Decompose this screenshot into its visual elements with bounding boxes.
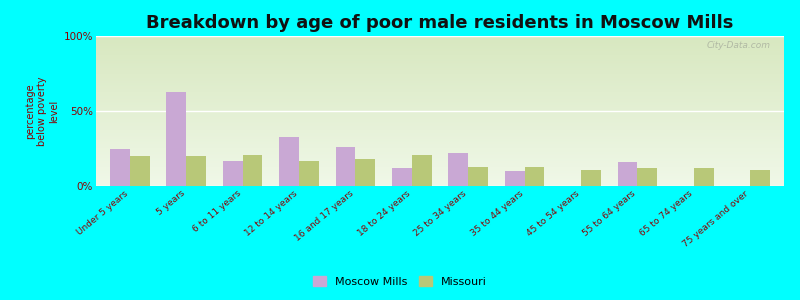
Legend: Moscow Mills, Missouri: Moscow Mills, Missouri bbox=[309, 272, 491, 291]
Bar bbox=[412, 154, 431, 186]
Bar bbox=[166, 92, 186, 186]
Bar bbox=[581, 169, 601, 186]
Title: Breakdown by age of poor male residents in Moscow Mills: Breakdown by age of poor male residents … bbox=[146, 14, 734, 32]
Bar bbox=[130, 156, 150, 186]
Bar bbox=[110, 148, 130, 186]
Bar bbox=[223, 160, 242, 186]
Bar bbox=[299, 160, 318, 186]
Bar bbox=[750, 169, 770, 186]
Bar bbox=[242, 154, 262, 186]
Text: City-Data.com: City-Data.com bbox=[706, 40, 770, 50]
Bar bbox=[449, 153, 468, 186]
Bar bbox=[279, 136, 299, 186]
Bar bbox=[392, 168, 412, 186]
Bar bbox=[505, 171, 525, 186]
Bar bbox=[355, 159, 375, 186]
Bar bbox=[638, 168, 657, 186]
Bar bbox=[468, 167, 488, 186]
Bar bbox=[618, 162, 638, 186]
Y-axis label: percentage
below poverty
level: percentage below poverty level bbox=[25, 76, 59, 146]
Bar bbox=[336, 147, 355, 186]
Bar bbox=[186, 156, 206, 186]
Bar bbox=[525, 167, 544, 186]
Bar bbox=[694, 168, 714, 186]
